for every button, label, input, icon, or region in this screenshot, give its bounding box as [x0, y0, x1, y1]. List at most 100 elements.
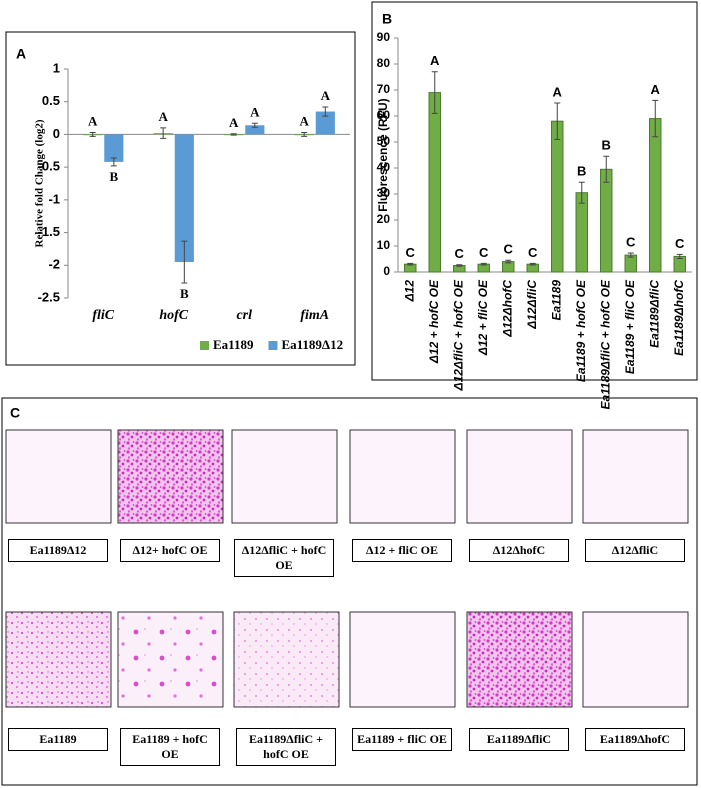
- significance-letter: A: [250, 104, 260, 119]
- panel-label: A: [16, 46, 26, 62]
- error-bar: [627, 252, 634, 258]
- micrograph: [349, 429, 456, 524]
- bar: [315, 111, 335, 135]
- error-bar: [529, 262, 536, 266]
- significance-letter: C: [504, 242, 514, 257]
- bar: [104, 134, 124, 162]
- error-bar: [480, 262, 487, 266]
- y-axis-label: Fluorescence (RFU): [376, 98, 390, 211]
- y-tick-label: 0: [53, 126, 60, 141]
- y-axis-label: Relative fold Change (log2): [34, 119, 46, 247]
- error-bar: [505, 259, 512, 264]
- error-bar: [181, 240, 188, 284]
- error-bar: [676, 253, 683, 259]
- legend-swatch: [200, 341, 209, 350]
- y-tick-label: -0.5: [38, 159, 60, 174]
- significance-letter: C: [455, 246, 465, 261]
- panel-c-frame: [1, 397, 698, 786]
- error-bar: [603, 155, 610, 183]
- image-caption: Ea1189Δ12: [8, 539, 108, 562]
- x-tick-label: Ea1189ΔfliC: [647, 280, 661, 348]
- panel-a-frame: [5, 31, 356, 366]
- significance-letter: C: [675, 236, 685, 251]
- image-caption: Δ12ΔfliC: [585, 539, 685, 562]
- micrograph: [233, 611, 340, 708]
- micrograph: [117, 611, 224, 708]
- micrograph: [5, 611, 112, 708]
- error-bar: [230, 133, 237, 136]
- legend-label: Ea1189Δ12: [281, 337, 343, 352]
- panel-label: C: [10, 405, 20, 421]
- error-bar: [251, 122, 258, 128]
- error-bar: [456, 264, 463, 267]
- y-tick-label: 80: [377, 56, 391, 70]
- bar: [174, 134, 194, 263]
- x-tick-label: Δ12 + hofC OE: [427, 279, 441, 364]
- x-tick-label: fimA: [300, 308, 329, 323]
- significance-letter: B: [109, 169, 118, 184]
- x-tick-label: Ea1189ΔfliC + hofC OE: [598, 279, 612, 410]
- y-tick-label: 30: [377, 186, 391, 200]
- significance-letter: B: [180, 286, 189, 301]
- image-caption: Ea1189 + fliC OE: [352, 728, 452, 751]
- y-tick-label: -2: [48, 257, 60, 272]
- image-caption: Ea1189ΔfliC + hofC OE: [236, 728, 336, 766]
- significance-letter: C: [626, 234, 636, 249]
- y-tick-label: -1.5: [38, 224, 60, 239]
- micrograph: [466, 611, 573, 708]
- x-tick-label: fliC: [92, 308, 114, 323]
- significance-letter: C: [479, 245, 489, 260]
- x-tick-label: Δ12: [402, 280, 416, 303]
- x-tick-label: Ea1189: [549, 280, 563, 321]
- legend-swatch: [268, 341, 278, 350]
- image-caption: Ea1189ΔfliC: [469, 728, 569, 751]
- error-bar: [322, 106, 329, 117]
- y-tick-label: 0: [383, 264, 390, 278]
- bar: [551, 120, 564, 273]
- image-caption: Δ12 + fliC OE: [352, 539, 452, 562]
- y-tick-label: 60: [377, 108, 391, 122]
- significance-letter: B: [577, 164, 586, 179]
- image-caption: Ea1189 + hofC OE: [120, 728, 220, 766]
- y-tick-label: 0.5: [42, 93, 60, 108]
- micrograph: [582, 611, 689, 708]
- bar: [575, 192, 588, 273]
- panel-b-frame: [371, 1, 698, 381]
- significance-letter: A: [158, 109, 168, 124]
- bar: [649, 118, 662, 273]
- x-tick-label: hofC: [159, 308, 188, 323]
- legend-label: Ea1189: [213, 337, 254, 352]
- y-tick-label: 10: [377, 238, 391, 252]
- significance-letter: B: [602, 138, 611, 153]
- significance-letter: A: [229, 115, 239, 130]
- error-bar: [160, 127, 167, 139]
- error-bar: [89, 131, 96, 137]
- y-tick-label: 90: [377, 30, 391, 44]
- y-tick-label: 50: [377, 134, 391, 148]
- panel-label: B: [382, 11, 392, 27]
- x-tick-label: Ea1189 + fliC OE: [623, 279, 637, 374]
- x-tick-label: crl: [236, 308, 252, 323]
- error-bar: [652, 99, 659, 138]
- x-tick-label: Δ12 + fliC OE: [476, 279, 490, 356]
- micrograph: [349, 611, 456, 708]
- error-bar: [407, 262, 414, 266]
- error-bar: [301, 131, 308, 137]
- significance-letter: A: [553, 84, 563, 99]
- error-bar: [110, 157, 117, 167]
- micrograph: [582, 429, 689, 524]
- error-bar: [578, 181, 585, 204]
- significance-letter: A: [321, 88, 331, 103]
- significance-letter: A: [299, 113, 309, 128]
- significance-letter: A: [430, 53, 440, 68]
- micrograph: [231, 429, 338, 524]
- x-tick-label: Δ12ΔhofC: [500, 280, 514, 338]
- bar: [245, 125, 265, 135]
- bar: [428, 92, 441, 273]
- image-caption: Δ12ΔfliC + hofC OE: [234, 539, 334, 577]
- image-caption: Ea1189: [8, 728, 108, 751]
- y-tick-label: 20: [377, 212, 391, 226]
- x-tick-label: Δ12ΔfliC: [525, 280, 539, 330]
